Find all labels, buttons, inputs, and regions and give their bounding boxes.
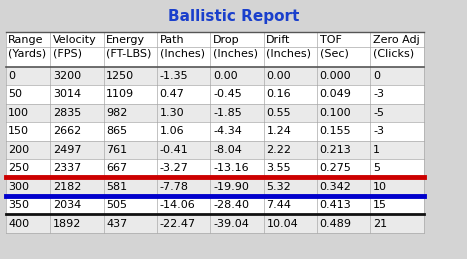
Text: 50: 50 xyxy=(8,89,22,99)
Text: 3014: 3014 xyxy=(53,89,81,99)
Bar xyxy=(6,196,424,214)
Text: 0: 0 xyxy=(373,71,380,81)
Text: -28.40: -28.40 xyxy=(213,200,249,210)
Text: Range: Range xyxy=(8,35,44,45)
Text: -1.85: -1.85 xyxy=(213,108,242,118)
Text: 1.30: 1.30 xyxy=(160,108,184,118)
Text: -22.47: -22.47 xyxy=(160,219,196,228)
Text: 1250: 1250 xyxy=(106,71,134,81)
Text: 2662: 2662 xyxy=(53,126,81,136)
Text: -3: -3 xyxy=(373,89,384,99)
Text: (FT-LBS): (FT-LBS) xyxy=(106,49,152,59)
Bar xyxy=(6,104,424,122)
Text: -0.45: -0.45 xyxy=(213,89,242,99)
Text: 2497: 2497 xyxy=(53,145,81,155)
Text: Energy: Energy xyxy=(106,35,145,45)
Text: 400: 400 xyxy=(8,219,29,228)
Bar xyxy=(6,122,424,141)
Bar xyxy=(6,141,424,159)
Text: Velocity: Velocity xyxy=(53,35,97,45)
Text: 350: 350 xyxy=(8,200,29,210)
Text: (FPS): (FPS) xyxy=(53,49,82,59)
Bar xyxy=(6,32,424,67)
Text: 15: 15 xyxy=(373,200,387,210)
Text: 982: 982 xyxy=(106,108,127,118)
Text: 100: 100 xyxy=(8,108,29,118)
Text: 5: 5 xyxy=(373,163,380,173)
Text: 2034: 2034 xyxy=(53,200,81,210)
Text: (Clicks): (Clicks) xyxy=(373,49,414,59)
Text: 0.55: 0.55 xyxy=(266,108,291,118)
Text: 0.342: 0.342 xyxy=(320,182,352,192)
Text: 865: 865 xyxy=(106,126,127,136)
Text: 667: 667 xyxy=(106,163,127,173)
Text: -14.06: -14.06 xyxy=(160,200,195,210)
Text: 1.24: 1.24 xyxy=(266,126,291,136)
Text: 0.000: 0.000 xyxy=(320,71,351,81)
Text: 505: 505 xyxy=(106,200,127,210)
Bar xyxy=(6,177,424,196)
Bar xyxy=(6,85,424,104)
Text: 1892: 1892 xyxy=(53,219,81,228)
Text: 0.275: 0.275 xyxy=(320,163,352,173)
Text: 437: 437 xyxy=(106,219,127,228)
Text: (Yards): (Yards) xyxy=(8,49,46,59)
Text: 3200: 3200 xyxy=(53,71,81,81)
Text: 0.00: 0.00 xyxy=(266,71,291,81)
Text: 2.22: 2.22 xyxy=(266,145,291,155)
Text: 1.06: 1.06 xyxy=(160,126,184,136)
Text: Drop: Drop xyxy=(213,35,240,45)
Text: Ballistic Report: Ballistic Report xyxy=(168,9,299,24)
Text: -3: -3 xyxy=(373,126,384,136)
Text: -4.34: -4.34 xyxy=(213,126,242,136)
Text: -5: -5 xyxy=(373,108,384,118)
Text: 0.16: 0.16 xyxy=(266,89,291,99)
Text: 1109: 1109 xyxy=(106,89,134,99)
Text: 0.213: 0.213 xyxy=(320,145,352,155)
Text: 0.155: 0.155 xyxy=(320,126,351,136)
Text: -7.78: -7.78 xyxy=(160,182,189,192)
Text: 581: 581 xyxy=(106,182,127,192)
Text: TOF: TOF xyxy=(320,35,341,45)
Text: (Sec): (Sec) xyxy=(320,49,348,59)
Text: -8.04: -8.04 xyxy=(213,145,242,155)
Text: 150: 150 xyxy=(8,126,29,136)
Text: Drift: Drift xyxy=(266,35,291,45)
Text: 10: 10 xyxy=(373,182,387,192)
Text: -13.16: -13.16 xyxy=(213,163,248,173)
Text: 200: 200 xyxy=(8,145,29,155)
Text: 5.32: 5.32 xyxy=(266,182,291,192)
Text: 761: 761 xyxy=(106,145,127,155)
Text: 0.049: 0.049 xyxy=(320,89,352,99)
Bar xyxy=(6,159,424,177)
Text: -3.27: -3.27 xyxy=(160,163,189,173)
Text: 0.100: 0.100 xyxy=(320,108,351,118)
Text: 21: 21 xyxy=(373,219,387,228)
Text: Zero Adj: Zero Adj xyxy=(373,35,420,45)
Text: 2182: 2182 xyxy=(53,182,81,192)
Text: 250: 250 xyxy=(8,163,29,173)
Text: 2337: 2337 xyxy=(53,163,81,173)
Bar xyxy=(6,214,424,233)
Text: 2835: 2835 xyxy=(53,108,81,118)
Text: 7.44: 7.44 xyxy=(266,200,291,210)
Text: 300: 300 xyxy=(8,182,29,192)
Text: 1: 1 xyxy=(373,145,380,155)
Text: (Inches): (Inches) xyxy=(213,49,258,59)
Text: (Inches): (Inches) xyxy=(160,49,205,59)
Text: -1.35: -1.35 xyxy=(160,71,188,81)
Text: -0.41: -0.41 xyxy=(160,145,188,155)
Text: 10.04: 10.04 xyxy=(266,219,298,228)
Text: 0: 0 xyxy=(8,71,15,81)
Text: 0.00: 0.00 xyxy=(213,71,238,81)
Text: 3.55: 3.55 xyxy=(266,163,291,173)
Text: (Inches): (Inches) xyxy=(266,49,311,59)
Text: -39.04: -39.04 xyxy=(213,219,249,228)
Text: 0.47: 0.47 xyxy=(160,89,184,99)
Text: 0.413: 0.413 xyxy=(320,200,352,210)
Text: Path: Path xyxy=(160,35,184,45)
Text: -19.90: -19.90 xyxy=(213,182,249,192)
Text: 0.489: 0.489 xyxy=(320,219,352,228)
Bar xyxy=(6,67,424,85)
